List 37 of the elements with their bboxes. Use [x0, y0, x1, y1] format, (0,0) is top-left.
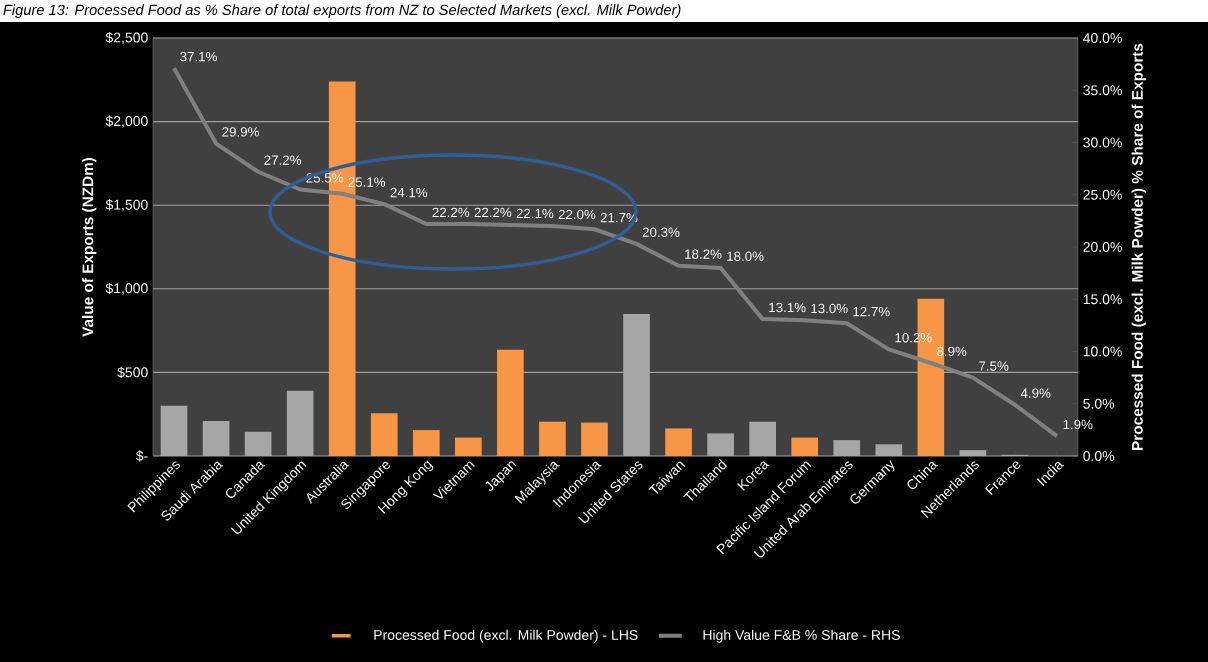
data-label: 27.2% — [264, 155, 302, 165]
data-label: 22.1% — [516, 208, 554, 219]
y2-tick-label: 10.0% — [1083, 346, 1122, 357]
y2-tick-label: 40.0% — [1083, 33, 1122, 43]
y-tick-label: $2,500 — [105, 31, 148, 45]
y2-tick-label: 20.0% — [1083, 242, 1122, 252]
data-label: 7.5% — [979, 361, 1009, 371]
data-label: 22.2% — [474, 207, 512, 218]
y2-axis-title: Processed Food (excl. Milk Powder) % Share of Exports — [1131, 43, 1146, 450]
y-tick-label: $- — [135, 450, 148, 462]
data-label: 13.0% — [811, 303, 848, 314]
legend-label: High Value F&B % Share - RHS — [703, 629, 900, 643]
data-label: 12.7% — [853, 306, 890, 317]
data-label: 18.0% — [727, 251, 764, 261]
chart-title: Figure 13: Processed Food as % Share of total exports from NZ to Selected Markets (excl. Milk Powder) — [3, 4, 681, 18]
y2-tick-label: 0.0% — [1083, 451, 1115, 461]
y-tick-label: $2,000 — [105, 115, 148, 128]
y2-tick-label: 30.0% — [1083, 137, 1122, 148]
y2-tick-label: 15.0% — [1083, 294, 1122, 305]
data-label: 4.9% — [1020, 388, 1051, 398]
data-label: 22.0% — [558, 209, 596, 220]
legend-label: Processed Food (excl. Milk Powder) - LHS — [374, 629, 638, 643]
data-label: 13.1% — [769, 302, 806, 313]
y-tick-label: $500 — [117, 366, 148, 379]
data-label: 37.1% — [180, 51, 217, 62]
data-label: 22.2% — [432, 207, 470, 218]
data-label: 18.2% — [685, 249, 722, 259]
data-label: 20.3% — [642, 227, 680, 237]
y2-tick-label: 25.0% — [1083, 189, 1122, 200]
y-tick-label: $1,500 — [105, 199, 148, 212]
y-tick-label: $1,000 — [105, 282, 148, 295]
y2-tick-label: 35.0% — [1083, 85, 1122, 96]
data-label: 1.9% — [1063, 419, 1093, 430]
data-label: 29.9% — [222, 127, 260, 137]
y2-tick-label: 5.0% — [1083, 398, 1115, 409]
y-axis-title: Value of Exports (NZDm) — [82, 157, 97, 337]
data-label: 24.1% — [390, 187, 428, 198]
